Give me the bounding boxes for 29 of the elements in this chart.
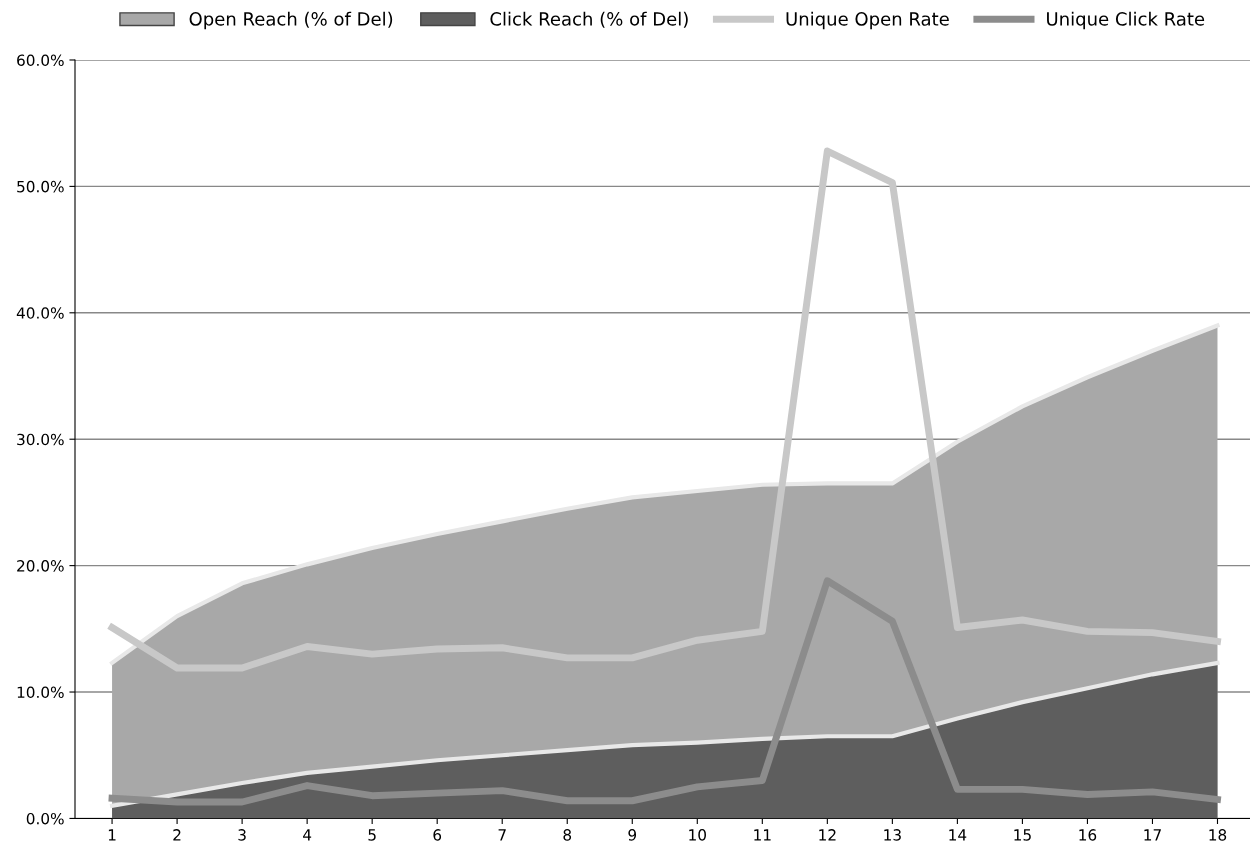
x-tick-label: 15 — [1014, 829, 1031, 841]
x-tick-label: 14 — [949, 829, 967, 841]
x-tick-label: 12 — [819, 829, 836, 841]
x-tick-label: 16 — [1079, 829, 1097, 841]
x-tick-label: 18 — [1209, 829, 1227, 841]
x-tick-label: 17 — [1144, 829, 1161, 841]
x-tick-label: 13 — [884, 829, 901, 841]
x-tick-label: 5 — [368, 829, 376, 841]
x-tick-label: 10 — [689, 829, 706, 841]
x-tick-label: 3 — [238, 829, 246, 841]
x-tick-label: 6 — [433, 829, 442, 841]
x-tick-label: 1 — [108, 829, 116, 841]
legend-label: Unique Open Rate — [786, 11, 949, 30]
y-tick-label: 50.0% — [17, 180, 64, 193]
legend-label: Click Reach (% of Del) — [490, 11, 688, 28]
y-tick-label: 30.0% — [17, 433, 64, 446]
y-tick-label: 20.0% — [17, 560, 64, 572]
x-tick-label: 9 — [628, 829, 637, 841]
y-tick-label: 60.0% — [17, 54, 64, 67]
y-tick-label: 10.0% — [17, 686, 64, 699]
x-tick-label: 4 — [303, 829, 312, 841]
y-tick-label: 40.0% — [16, 307, 64, 319]
x-tick-label: 8 — [563, 829, 572, 841]
legend-label: Unique Click Rate — [1047, 11, 1205, 30]
x-tick-label: 2 — [173, 829, 181, 841]
x-tick-label: 7 — [498, 829, 506, 841]
y-tick-label: 0.0% — [26, 812, 64, 825]
legend-label: Open Reach (% of Del) — [189, 11, 393, 30]
x-tick-label: 11 — [754, 829, 771, 841]
